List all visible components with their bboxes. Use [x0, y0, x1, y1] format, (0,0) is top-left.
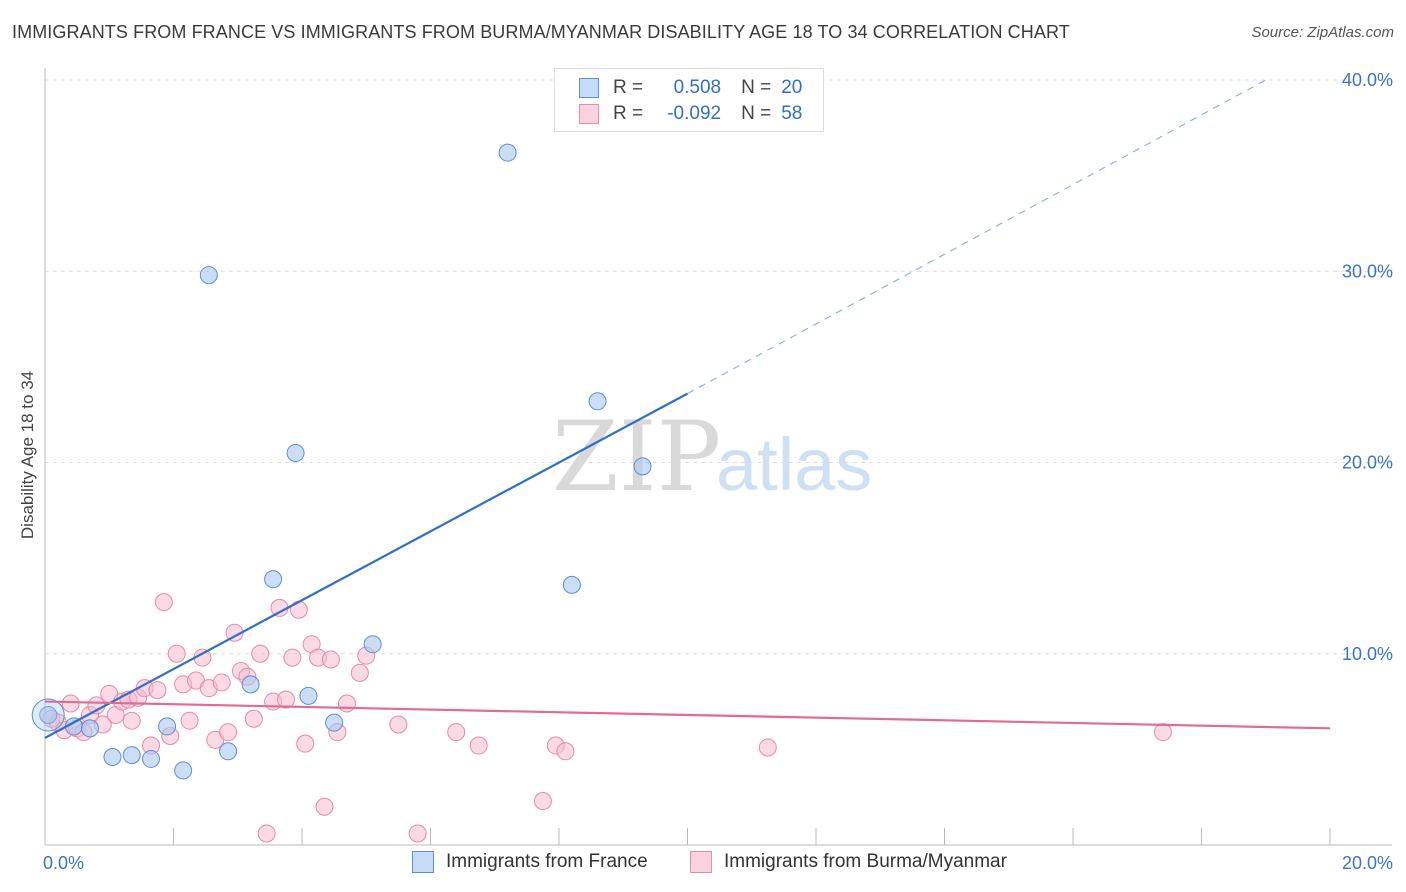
burma-point [276, 690, 295, 709]
burma-point [758, 738, 777, 757]
burma-points [42, 593, 1172, 843]
france-point [39, 705, 58, 724]
burma-point [315, 797, 334, 816]
burma-point [244, 709, 263, 728]
france-point [199, 266, 218, 285]
france-point [103, 748, 122, 767]
legend-row-france: R = 0.508 N = 20 [579, 77, 802, 99]
france-trendline-extrapolated [687, 79, 1267, 395]
burma-point [447, 723, 466, 742]
y-tick-label: 20.0% [1342, 453, 1393, 473]
france-point [122, 746, 141, 765]
burma-point [289, 600, 308, 619]
france-point [264, 570, 283, 589]
france-point [325, 713, 344, 732]
x-tick-label: 0.0% [43, 853, 84, 873]
france-point-cluster [31, 698, 65, 732]
x-tick-label: 20.0% [1342, 853, 1393, 873]
bottom-legend-france: Immigrants from France [412, 851, 648, 873]
france-r-label: R = [613, 77, 644, 98]
burma-point [556, 742, 575, 761]
france-point [588, 392, 607, 411]
burma-point [251, 644, 270, 663]
france-trendline [44, 392, 689, 739]
france-point [562, 575, 581, 594]
burma-point [148, 681, 167, 700]
burma-r-label: R = [613, 103, 644, 124]
watermark-zip: ZIP [552, 401, 721, 513]
france-n-value: 20 [781, 77, 803, 98]
burma-swatch [579, 104, 599, 124]
y-tick-label: 40.0% [1342, 70, 1393, 90]
y-tick-labels: 10.0% 20.0% 30.0% 40.0% [1342, 70, 1393, 664]
burma-point [533, 792, 552, 811]
burma-point [350, 663, 369, 682]
burma-point [122, 711, 141, 730]
burma-point [257, 824, 276, 843]
chart-title: IMMIGRANTS FROM FRANCE VS IMMIGRANTS FRO… [12, 22, 1070, 42]
burma-point [296, 734, 315, 753]
legend-row-burma: R = -0.092 N = 58 [579, 103, 802, 125]
watermark-atlas: atlas [716, 423, 872, 506]
france-point [299, 686, 318, 705]
france-points [31, 143, 652, 780]
burma-point [389, 715, 408, 734]
france-point [286, 443, 305, 462]
burma-trendline [44, 700, 1331, 730]
france-n-label: N = [741, 77, 772, 98]
y-tick-label: 30.0% [1342, 261, 1393, 281]
france-r-value: 0.508 [673, 77, 722, 98]
france-point [633, 457, 652, 476]
grid-lines [45, 79, 1392, 655]
y-tick-label: 10.0% [1342, 644, 1393, 664]
france-point [498, 143, 517, 162]
burma-point [180, 711, 199, 730]
france-point [241, 675, 260, 694]
bottom-burma-label: Immigrants from Burma/Myanmar [724, 851, 1007, 872]
correlation-legend: R = 0.508 N = 20 R = -0.092 N = 58 [554, 68, 824, 132]
burma-point [408, 824, 427, 843]
x-tick-labels: 0.0% 20.0% [43, 853, 1393, 873]
trend-lines [44, 79, 1331, 739]
bottom-legend-burma: Immigrants from Burma/Myanmar [690, 851, 1007, 873]
burma-n-label: N = [741, 103, 772, 124]
bottom-burma-swatch [690, 851, 712, 873]
burma-point [469, 736, 488, 755]
burma-point [61, 694, 80, 713]
france-point [363, 635, 382, 654]
burma-r-value: -0.092 [667, 103, 722, 124]
burma-point [321, 650, 340, 669]
source-credit: Source: ZipAtlas.com [1251, 24, 1394, 41]
burma-point [1153, 723, 1172, 742]
burma-n-value: 58 [781, 103, 803, 124]
burma-point [283, 648, 302, 667]
burma-point [219, 723, 238, 742]
y-axis-label: Disability Age 18 to 34 [18, 370, 37, 540]
burma-point [212, 673, 231, 692]
burma-point [154, 593, 173, 612]
france-point [219, 742, 238, 761]
burma-point [337, 694, 356, 713]
france-point [174, 761, 193, 780]
burma-point [167, 644, 186, 663]
bottom-france-label: Immigrants from France [446, 851, 648, 872]
france-point [80, 719, 99, 738]
france-point [158, 717, 177, 736]
france-point [142, 749, 161, 768]
france-swatch [579, 78, 599, 98]
bottom-france-swatch [412, 851, 434, 873]
